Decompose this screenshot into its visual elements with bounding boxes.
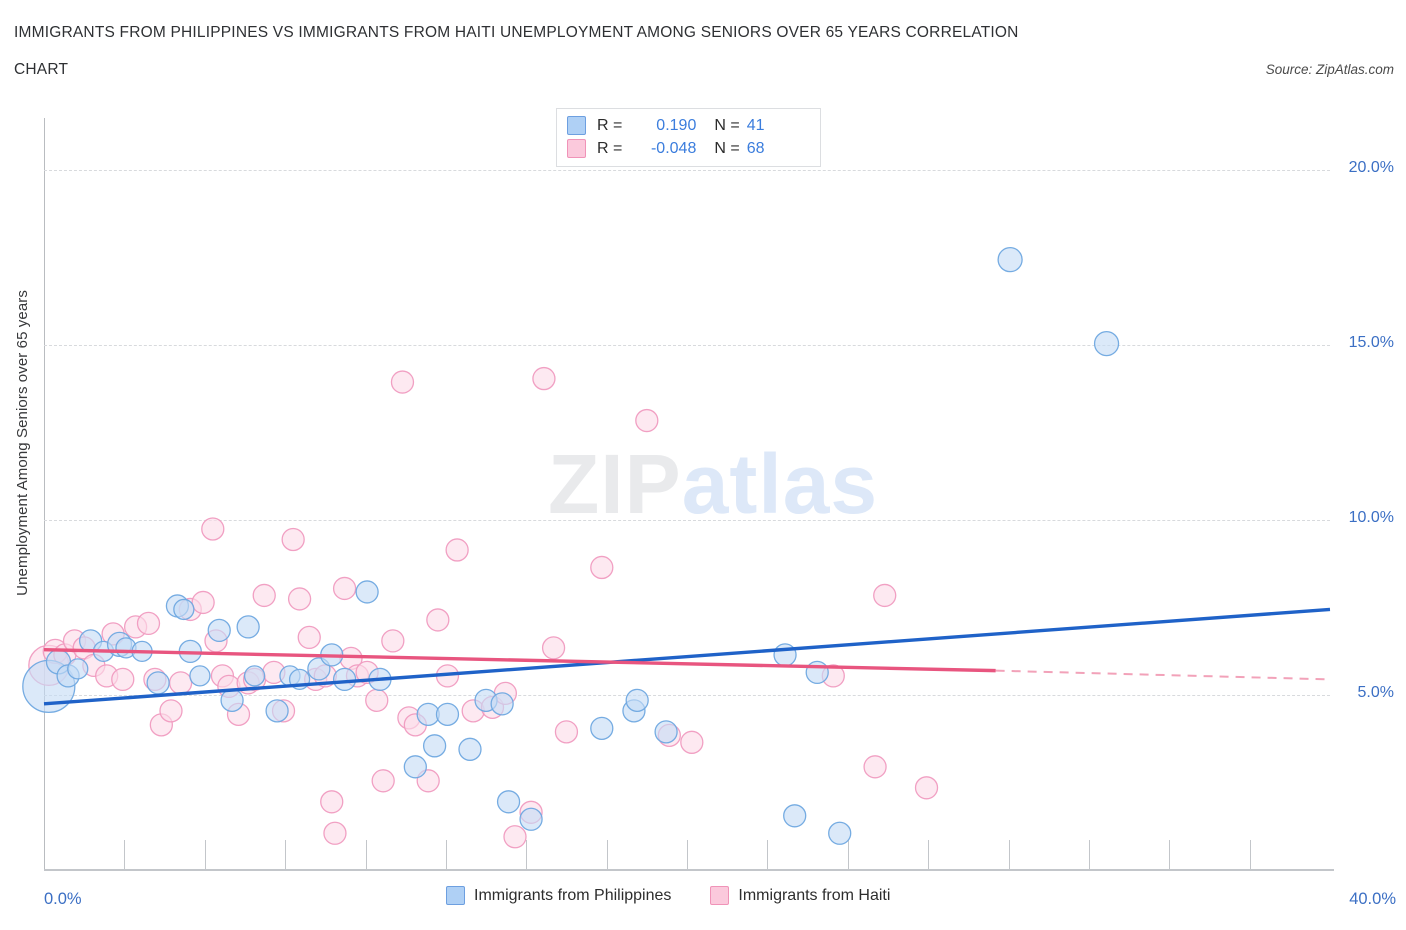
y-axis-label-5: 5.0% bbox=[1357, 684, 1394, 702]
y-axis-label-10: 10.0% bbox=[1348, 509, 1394, 527]
x-axis-tick bbox=[1008, 840, 1010, 869]
x-axis-max-label: 40.0% bbox=[1349, 890, 1396, 908]
correlation-row-haiti: R = -0.048 N = 68 bbox=[567, 137, 810, 160]
gridline-10 bbox=[44, 520, 1330, 522]
x-axis-tick bbox=[365, 840, 367, 869]
x-axis-tick bbox=[1088, 840, 1090, 869]
page-title-line-1: IMMIGRANTS FROM PHILIPPINES VS IMMIGRANT… bbox=[14, 24, 1019, 41]
gridline-20 bbox=[44, 170, 1330, 172]
x-axis-line bbox=[44, 869, 1334, 871]
x-axis-tick bbox=[767, 840, 769, 869]
series-swatch-philippines bbox=[446, 886, 465, 905]
plot-area bbox=[44, 118, 1330, 870]
gridline-15 bbox=[44, 345, 1330, 347]
legend-item-philippines[interactable]: Immigrants from Philippines bbox=[446, 886, 671, 905]
x-axis-tick bbox=[687, 840, 688, 869]
r-label-haiti: R = bbox=[597, 139, 623, 157]
n-value-philippines: 41 bbox=[746, 116, 765, 134]
x-axis-tick bbox=[606, 840, 608, 869]
x-axis-tick bbox=[928, 840, 930, 869]
legend-swatch-haiti bbox=[567, 139, 586, 158]
y-axis-label-15: 15.0% bbox=[1348, 334, 1394, 352]
y-axis-title: Unemployment Among Seniors over 65 years bbox=[14, 290, 38, 720]
x-axis-tick bbox=[1249, 840, 1251, 869]
page-title-line-2: CHART bbox=[14, 61, 69, 78]
series-legend: Immigrants from Philippines Immigrants f… bbox=[446, 886, 920, 905]
correlation-legend: R = 0.190 N = 41 R = -0.048 N = 68 bbox=[556, 108, 821, 167]
n-label-haiti: N = bbox=[714, 139, 740, 157]
y-axis-line bbox=[44, 118, 45, 870]
x-axis-tick bbox=[285, 840, 287, 869]
chart-header: IMMIGRANTS FROM PHILIPPINES VS IMMIGRANT… bbox=[0, 0, 1406, 96]
correlation-row-philippines: R = 0.190 N = 41 bbox=[567, 114, 810, 137]
r-value-haiti: -0.048 bbox=[650, 139, 697, 157]
series-label-philippines: Immigrants from Philippines bbox=[474, 886, 672, 904]
y-axis-label-20: 20.0% bbox=[1348, 159, 1394, 177]
x-axis-tick bbox=[124, 840, 126, 869]
series-label-haiti: Immigrants from Haiti bbox=[738, 886, 891, 904]
r-label-philippines: R = bbox=[597, 116, 623, 134]
series-swatch-haiti bbox=[710, 886, 730, 905]
legend-swatch-philippines bbox=[567, 116, 586, 135]
n-label-philippines: N = bbox=[714, 116, 740, 134]
r-value-philippines: 0.190 bbox=[656, 116, 697, 134]
x-axis-tick bbox=[445, 840, 447, 869]
y-axis-title-text: Unemployment Among Seniors over 65 years bbox=[14, 290, 31, 596]
x-axis-tick bbox=[526, 840, 528, 869]
n-value-haiti: 68 bbox=[746, 139, 765, 157]
gridline-5 bbox=[44, 695, 1330, 697]
source-attribution: Source: ZipAtlas.com bbox=[1265, 62, 1394, 77]
x-axis-tick bbox=[204, 840, 206, 869]
x-axis-tick bbox=[847, 840, 849, 869]
x-axis-min-label: 0.0% bbox=[44, 890, 82, 908]
x-axis-tick bbox=[1169, 840, 1171, 869]
legend-item-haiti[interactable]: Immigrants from Haiti bbox=[710, 886, 890, 905]
